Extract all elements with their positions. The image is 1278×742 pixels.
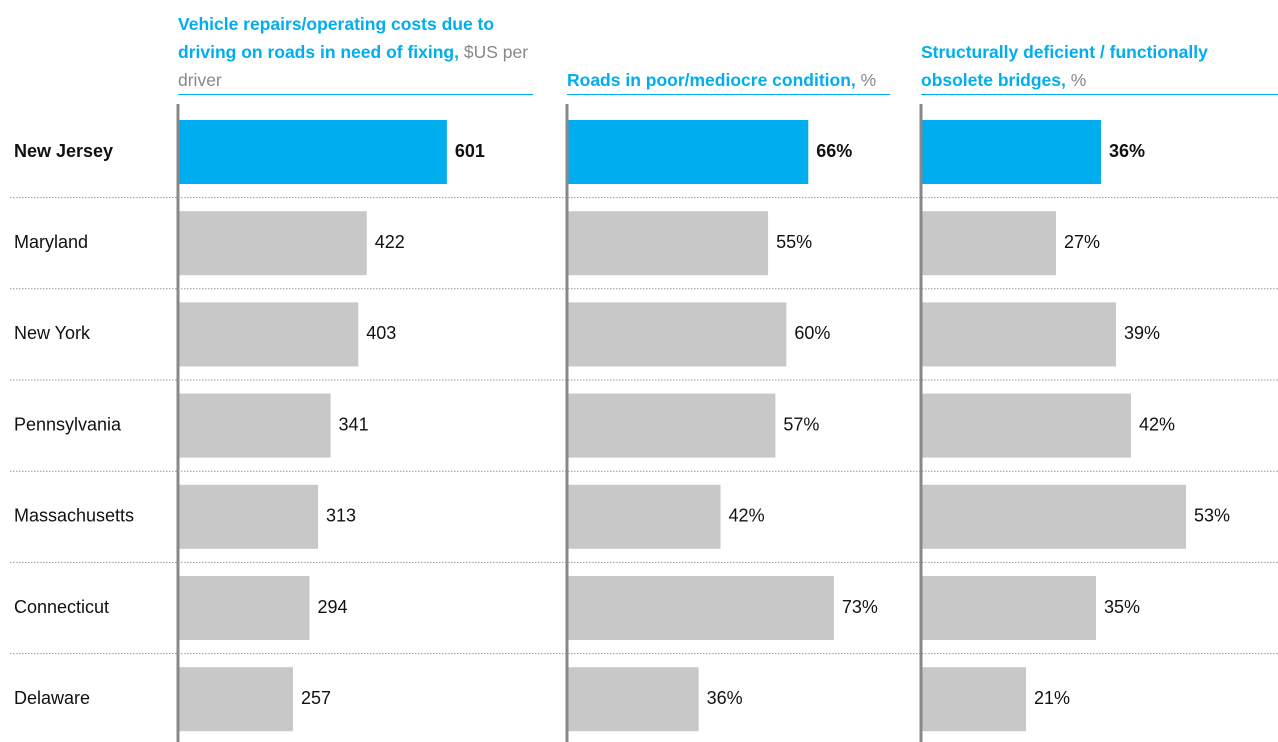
- value-label: 294: [318, 597, 348, 617]
- bar: [567, 484, 721, 549]
- category-label: Maryland: [14, 232, 88, 252]
- bar: [178, 484, 319, 549]
- category-label: Delaware: [14, 688, 90, 708]
- panel-title-text: Structurally deficient / functionally ob…: [921, 42, 1208, 90]
- bar: [921, 667, 1026, 732]
- panel-title-text: Vehicle repairs/operating costs due to d…: [178, 14, 495, 62]
- value-label: 42%: [1139, 414, 1175, 434]
- panel-title: Vehicle repairs/operating costs due to d…: [178, 10, 533, 95]
- bar: [567, 576, 834, 640]
- panel-title: Roads in poor/mediocre condition, %: [567, 66, 890, 95]
- bar: [567, 302, 787, 367]
- panel-title: Structurally deficient / functionally ob…: [921, 38, 1278, 95]
- value-label: 403: [366, 323, 396, 343]
- bar: [567, 120, 809, 184]
- category-label: New York: [14, 323, 91, 343]
- bar: [178, 120, 447, 184]
- value-label: 21%: [1034, 688, 1070, 708]
- category-label: Pennsylvania: [14, 414, 122, 434]
- bar: [567, 211, 769, 276]
- value-label: 257: [301, 688, 331, 708]
- value-label: 36%: [707, 688, 743, 708]
- bar: [567, 667, 699, 732]
- value-label: 27%: [1064, 232, 1100, 252]
- value-label: 313: [326, 506, 356, 526]
- value-label: 57%: [783, 414, 819, 434]
- value-label: 36%: [1109, 141, 1145, 161]
- category-label: Connecticut: [14, 597, 109, 617]
- value-label: 53%: [1194, 506, 1230, 526]
- value-label: 341: [339, 414, 369, 434]
- value-label: 422: [375, 232, 405, 252]
- value-label: 42%: [729, 506, 765, 526]
- value-label: 73%: [842, 597, 878, 617]
- panel-title-unit: %: [1070, 70, 1087, 90]
- panel-title-unit: %: [860, 70, 877, 90]
- value-label: 601: [455, 141, 485, 161]
- bar: [178, 211, 367, 276]
- bar: [567, 393, 776, 458]
- bar: [178, 393, 331, 458]
- panel-title-unit: $US per driver: [178, 42, 529, 90]
- value-label: 66%: [816, 141, 852, 161]
- bar: [921, 211, 1056, 276]
- value-label: 35%: [1104, 597, 1140, 617]
- bar: [921, 576, 1096, 640]
- category-label: Massachusetts: [14, 506, 134, 526]
- value-label: 39%: [1124, 323, 1160, 343]
- bar: [178, 302, 359, 367]
- category-label: New Jersey: [14, 141, 113, 161]
- panel-title-text: Roads in poor/mediocre condition,: [567, 70, 856, 90]
- bar: [178, 576, 310, 640]
- value-label: 60%: [794, 323, 830, 343]
- bar: [921, 120, 1101, 184]
- value-label: 55%: [776, 232, 812, 252]
- bar: [921, 393, 1131, 458]
- bar: [178, 667, 293, 732]
- bar: [921, 302, 1116, 367]
- bar: [921, 484, 1186, 549]
